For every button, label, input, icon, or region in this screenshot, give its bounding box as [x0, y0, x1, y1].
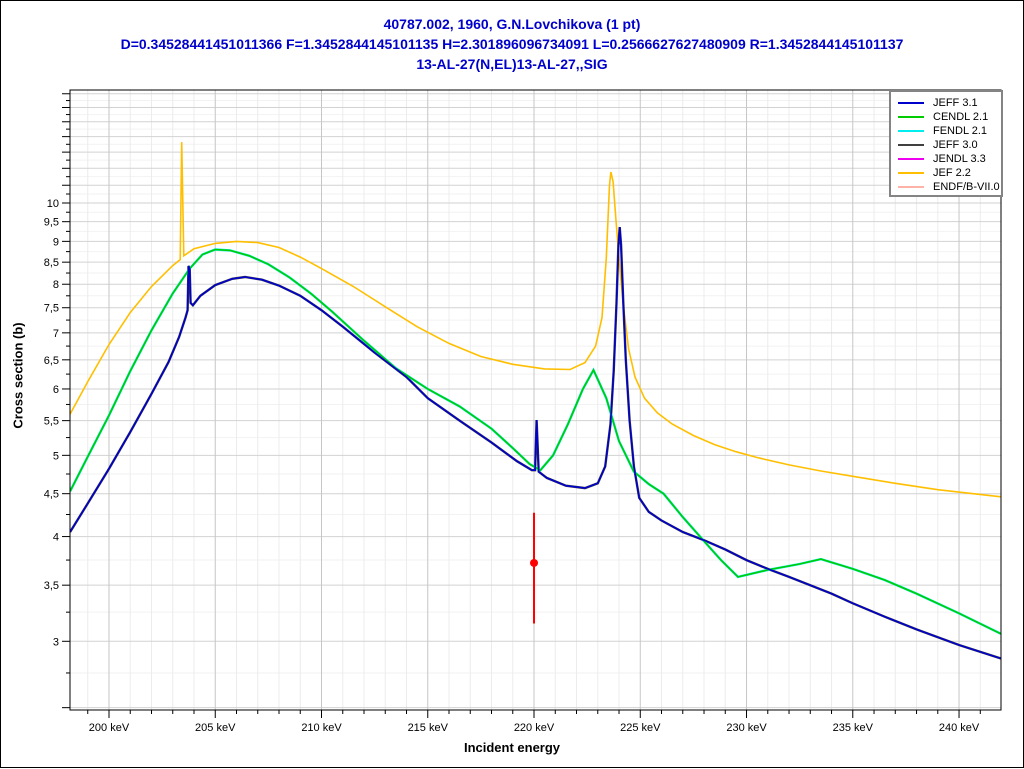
x-tick-label: 235 keV: [833, 722, 874, 734]
series-curve-jef-2-2: [70, 142, 1001, 498]
y-axis-title: Cross section (b): [10, 322, 26, 429]
legend: JEFF 3.1 CENDL 2.1 FENDL 2.1 JEFF 3.0 JENDL …: [889, 90, 1003, 197]
y-tick-label: 7,5: [44, 303, 59, 315]
legend-label: CENDL 2.1: [933, 111, 989, 123]
x-tick-label: 220 keV: [514, 722, 555, 734]
legend-label: ENDF/B-VII.0: [933, 181, 1000, 193]
y-tick-label: 4: [53, 532, 59, 544]
plot-title-line1: 40787.002, 1960, G.N.Lovchikova (1 pt): [383, 16, 641, 32]
x-tick-label: 240 keV: [939, 722, 980, 734]
plot-title: 40787.002, 1960, G.N.Lovchikova (1 pt) D…: [1, 14, 1023, 74]
y-tick-label: 7: [53, 328, 59, 340]
legend-item-jeff-3-0: JEFF 3.0: [891, 138, 1001, 152]
y-tick-label: 10: [47, 198, 59, 210]
x-axis-title: Incident energy: [463, 740, 561, 755]
legend-item-endf-b-vii-0: ENDF/B-VII.0: [891, 180, 1001, 194]
gridlines: [70, 90, 1001, 710]
y-tick-label: 5,5: [44, 416, 59, 428]
legend-label: FENDL 2.1: [933, 125, 988, 137]
legend-item-cendl-2-1: CENDL 2.1: [891, 110, 1001, 124]
x-tick-label: 230 keV: [726, 722, 767, 734]
legend-color-swatch: [898, 172, 924, 174]
experimental-points: [530, 512, 539, 624]
legend-color-swatch: [898, 158, 924, 160]
x-tick-label: 205 keV: [195, 722, 236, 734]
legend-item-fendl-2-1: FENDL 2.1: [891, 124, 1001, 138]
x-tick-label: 215 keV: [408, 722, 449, 734]
legend-label: JEFF 3.1: [933, 97, 978, 109]
y-tick-label: 3,5: [44, 580, 59, 592]
plot-title-line2: D=0.34528441451011366 F=1.34528441451011…: [120, 36, 904, 52]
legend-color-swatch: [898, 116, 924, 118]
legend-item-jef-2-2: JEF 2.2: [891, 166, 1001, 180]
plot-border: [69, 89, 1002, 711]
y-tick-label: 5: [53, 450, 59, 462]
x-tick-label: 210 keV: [301, 722, 342, 734]
y-tick-label: 4,5: [44, 489, 59, 501]
plot-title-line3: 13-AL-27(N,EL)13-AL-27,,SIG: [416, 56, 608, 72]
y-tick-label: 8: [53, 279, 59, 291]
y-tick-label: 9,5: [44, 217, 59, 229]
x-tick-label: 225 keV: [620, 722, 661, 734]
y-tick-label: 9: [53, 236, 59, 248]
y-tick-label: 3: [53, 636, 59, 648]
legend-color-swatch: [898, 144, 924, 146]
axes: 200 keV 205 keV 210 keV 215 keV 220 keV 225 k…: [44, 93, 981, 734]
legend-label: JEF 2.2: [933, 167, 971, 179]
legend-item-jendl-3-3: JENDL 3.3: [891, 152, 1001, 166]
legend-color-swatch: [898, 130, 924, 132]
legend-item-jeff-3-1: JEFF 3.1: [891, 96, 1001, 110]
y-tick-label: 6: [53, 384, 59, 396]
series-group: [70, 142, 1001, 660]
series-curve-jeff-3-1: [70, 227, 1001, 660]
legend-label: JEFF 3.0: [933, 139, 978, 151]
legend-label: JENDL 3.3: [933, 153, 986, 165]
y-tick-label: 6,5: [44, 355, 59, 367]
y-tick-label: 8,5: [44, 257, 59, 269]
data-point-marker: [530, 558, 539, 567]
x-tick-label: 200 keV: [89, 722, 130, 734]
legend-color-swatch: [898, 102, 924, 104]
legend-color-swatch: [898, 186, 924, 188]
